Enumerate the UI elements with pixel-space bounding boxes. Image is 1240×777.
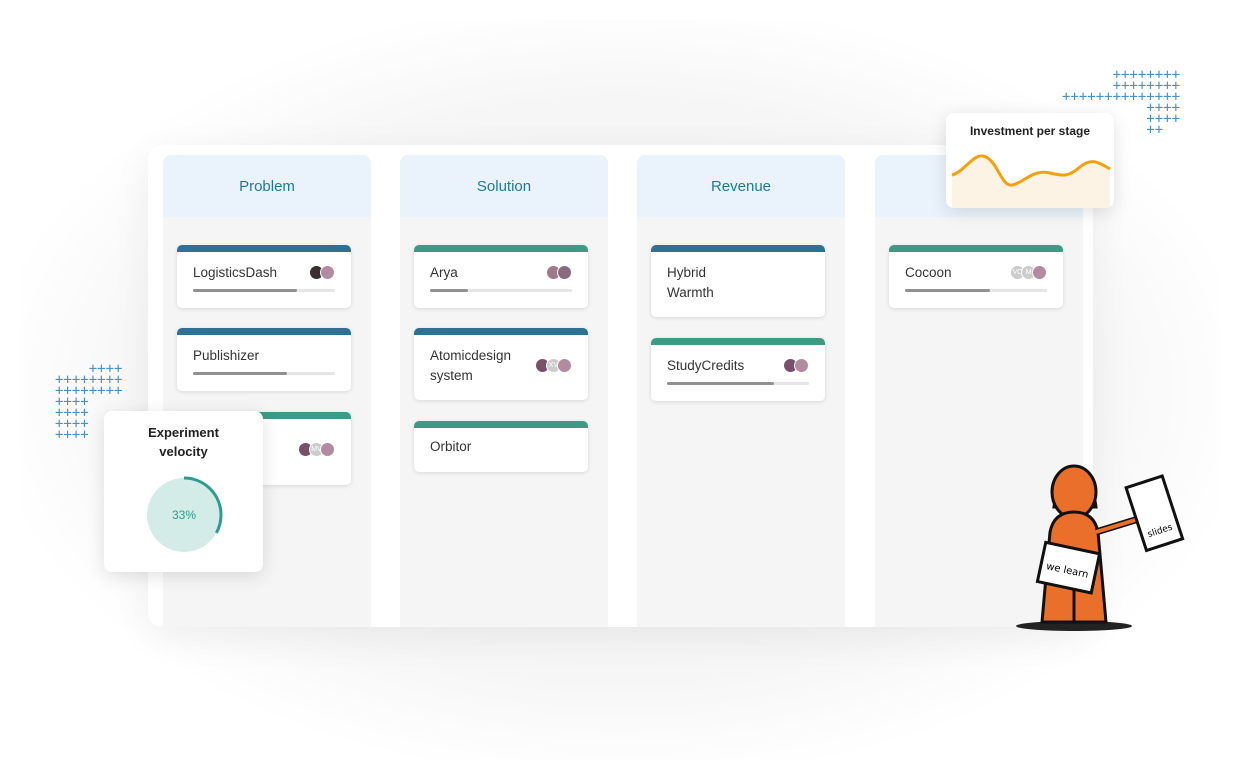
- velocity-ring: [145, 476, 223, 554]
- avatar-group: XV: [535, 358, 572, 373]
- card-title: Arya: [430, 265, 458, 280]
- card-title: LogisticsDash: [193, 265, 278, 280]
- column-solution: Solution Arya Atomicdesign system XV Orb…: [400, 155, 608, 627]
- card-orbitor[interactable]: Orbitor: [414, 421, 588, 472]
- avatar-group: VO M: [1010, 265, 1047, 280]
- widget-title: Experiment velocity: [148, 425, 219, 459]
- card-cocoon[interactable]: Cocoon VO M: [889, 245, 1063, 308]
- avatar-group: [309, 265, 335, 280]
- card-title: Atomicdesign system: [430, 348, 512, 383]
- progress-bar: [667, 382, 809, 385]
- progress-bar: [905, 289, 1047, 292]
- card-atomicdesign[interactable]: Atomicdesign system XV: [414, 328, 588, 400]
- plus-pattern: ++++++++ ++++++++ ++++++++++++++ ++++ ++…: [1062, 67, 1181, 138]
- avatar-group: [783, 358, 809, 373]
- widget-title: Investment per stage: [969, 124, 1091, 138]
- card-title: Orbitor: [430, 439, 472, 454]
- card-arya[interactable]: Arya: [414, 245, 588, 308]
- card-title: StudyCredits: [667, 358, 745, 373]
- progress-bar: [193, 289, 335, 292]
- column-header: Revenue: [637, 155, 845, 217]
- column-header: Problem: [163, 155, 371, 217]
- avatar-group: [546, 265, 572, 280]
- avatar: [1032, 265, 1047, 280]
- card-title: Cocoon: [905, 265, 952, 280]
- card-hybrid-warmth[interactable]: Hybrid Warmth: [651, 245, 825, 317]
- progress-bar: [193, 372, 335, 375]
- illustration-figure: slides we learn: [1016, 464, 1185, 631]
- card-title: Publishizer: [193, 348, 260, 363]
- card-title: Hybrid Warmth: [667, 265, 714, 300]
- avatar-group: MV: [298, 442, 335, 457]
- avatar: [320, 442, 335, 457]
- experiment-velocity-card: Experiment velocity 33%: [104, 411, 263, 572]
- avatar: [557, 358, 572, 373]
- card-publishizer[interactable]: Publishizer: [177, 328, 351, 391]
- column-revenue: Revenue Hybrid Warmth StudyCredits: [637, 155, 845, 627]
- avatar: [557, 265, 572, 280]
- avatar: [794, 358, 809, 373]
- velocity-value: 33%: [171, 508, 197, 522]
- investment-card: Investment per stage: [946, 113, 1114, 208]
- avatar: [320, 265, 335, 280]
- progress-bar: [430, 289, 572, 292]
- kanban-board: Problem LogisticsDash Publishizer MV Sol…: [148, 145, 1093, 627]
- card-logisticsdash[interactable]: LogisticsDash: [177, 245, 351, 308]
- card-studycredits[interactable]: StudyCredits: [651, 338, 825, 401]
- plus-pattern: ++++ ++++++++ ++++++++ ++++ ++++ ++++ ++…: [55, 361, 123, 443]
- column-header: Solution: [400, 155, 608, 217]
- investment-sparkline: [951, 154, 1111, 208]
